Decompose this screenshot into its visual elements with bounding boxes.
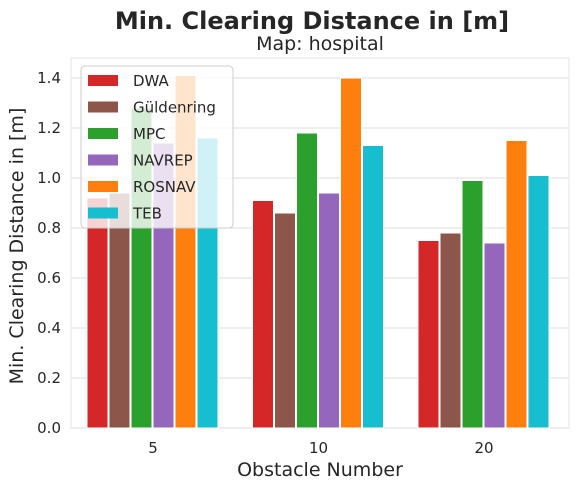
x-tick-label: 10 (309, 439, 328, 457)
y-axis-label: Min. Clearing Distance in [m] (6, 108, 28, 385)
y-tick-label: 0.6 (37, 269, 61, 287)
bar-dwa-5 (86, 197, 109, 429)
y-tick-label: 1.2 (37, 119, 61, 137)
bar-rosnav-10 (340, 77, 362, 429)
y-tick-label: 0.4 (37, 319, 61, 337)
y-tick-label: 0.8 (37, 219, 61, 237)
y-tick-label: 0.2 (37, 369, 61, 387)
y-axis-ticks: 0.0 0.2 0.4 0.6 0.8 1.0 1.2 1.4 (37, 69, 61, 437)
x-tick-label: 20 (474, 439, 493, 457)
legend-swatch (88, 207, 118, 219)
bar-teb-20 (527, 175, 550, 429)
bar-teb-10 (362, 145, 384, 429)
chart-suptitle: Min. Clearing Distance in [m] (115, 7, 509, 35)
legend-swatch (88, 75, 118, 86)
legend-label: TEB (132, 205, 162, 223)
legend-label: ROSNAV (133, 178, 196, 196)
y-tick-label: 0.0 (37, 419, 61, 437)
legend-box (80, 65, 234, 229)
bar-güldenring-20 (439, 232, 462, 429)
bar-rosnav-20 (505, 140, 528, 429)
legend-swatch (88, 154, 118, 166)
bar-güldenring-10 (274, 212, 296, 429)
bar-dwa-20 (417, 240, 440, 429)
legend-label: DWA (133, 72, 170, 90)
legend-swatch (88, 181, 118, 192)
bar-dwa-10 (252, 200, 274, 429)
legend-label: Güldenring (133, 99, 216, 117)
x-axis-ticks: 5 10 20 (148, 439, 493, 457)
y-tick-label: 1.4 (37, 69, 61, 87)
bar-mpc-10 (296, 132, 318, 429)
chart-title: Map: hospital (256, 33, 384, 55)
legend-label: MPC (133, 125, 165, 143)
bar-mpc-20 (461, 180, 484, 429)
bar-navrep-10 (318, 192, 340, 429)
x-axis-label: Obstacle Number (237, 459, 403, 481)
legend-label: NAVREP (133, 152, 193, 170)
x-tick-label: 5 (148, 439, 158, 457)
legend-swatch (88, 128, 118, 139)
y-tick-label: 1.0 (37, 169, 61, 187)
legend-swatch (88, 101, 118, 113)
legend: DWA Güldenring MPC NAVREP ROSNAV TEB (80, 65, 234, 229)
bar-navrep-20 (483, 242, 506, 429)
